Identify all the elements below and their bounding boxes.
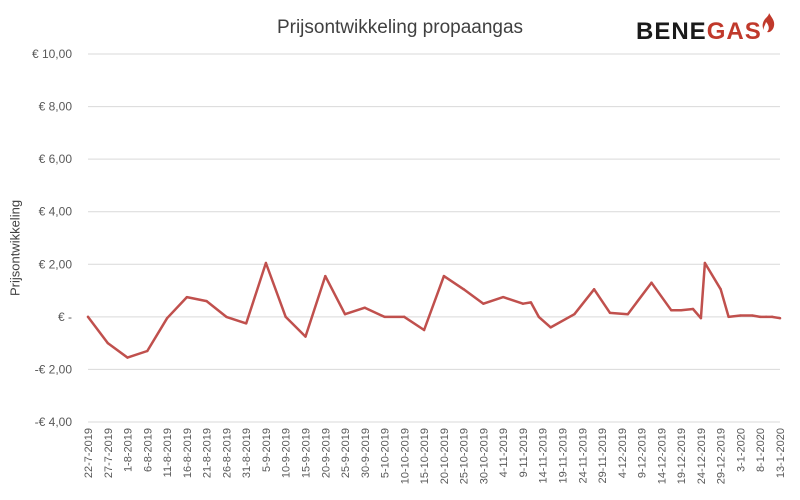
- x-tick-label: 27-7-2019: [103, 428, 115, 478]
- benegas-logo: BENEGAS: [636, 13, 774, 46]
- y-tick-label: -€ 2,00: [35, 362, 73, 376]
- data-point: [529, 301, 533, 304]
- data-point: [650, 281, 653, 284]
- x-tick-label: 15-10-2019: [419, 428, 431, 484]
- x-tick-label: 4-11-2019: [498, 428, 510, 477]
- data-point: [126, 356, 129, 359]
- x-tick-label: 9-12-2019: [637, 428, 649, 478]
- x-tick-label: 8-1-2020: [755, 428, 767, 472]
- data-point: [691, 307, 695, 311]
- x-tick-label: 14-11-2019: [538, 428, 550, 483]
- y-tick-label: € 6,00: [39, 152, 73, 166]
- x-tick-label: 10-9-2019: [281, 428, 293, 478]
- data-point: [442, 274, 446, 278]
- data-point: [106, 341, 109, 345]
- data-point: [363, 306, 366, 309]
- x-tick-label: 24-11-2019: [577, 428, 589, 483]
- data-point: [205, 299, 208, 303]
- data-point: [284, 315, 287, 319]
- data-point: [304, 335, 307, 338]
- x-tick-label: 29-11-2019: [597, 428, 609, 483]
- data-point: [739, 314, 742, 317]
- x-tick-label: 16-8-2019: [182, 428, 194, 478]
- x-tick-label: 26-8-2019: [221, 428, 233, 478]
- x-tick-label: 9-11-2019: [518, 428, 530, 477]
- x-tick-label: 1-8-2019: [123, 428, 135, 472]
- data-point: [751, 314, 754, 317]
- y-tick-label: -€ 4,00: [35, 415, 73, 429]
- y-tick-label: € 4,00: [39, 205, 73, 219]
- data-point: [537, 315, 540, 319]
- data-point: [165, 316, 169, 320]
- data-point: [383, 315, 386, 319]
- logo-text-gas: GAS: [706, 18, 762, 45]
- x-tick-label: 4-12-2019: [617, 428, 629, 478]
- y-axis-label-wrap: Prijsontwikkeling: [0, 200, 30, 296]
- x-tick-label: 15-9-2019: [300, 428, 312, 478]
- x-tick-label: 22-7-2019: [83, 428, 95, 478]
- data-point: [719, 288, 722, 291]
- x-tick-label: 5-10-2019: [380, 428, 392, 478]
- x-tick-label: 19-12-2019: [676, 428, 688, 484]
- x-tick-label: 30-9-2019: [360, 428, 372, 478]
- logo-text-bene: BENE: [636, 18, 707, 45]
- x-tick-label: 13-1-2020: [775, 428, 787, 478]
- y-axis-label: Prijsontwikkeling: [7, 199, 23, 297]
- data-point: [759, 315, 762, 319]
- series-line: [86, 261, 782, 359]
- x-tick-label: 10-10-2019: [399, 428, 411, 484]
- x-tick-label: 14-12-2019: [656, 428, 668, 484]
- data-point: [699, 316, 703, 320]
- data-point: [482, 302, 485, 305]
- data-point: [770, 315, 774, 319]
- chart-title: Prijsontwikkeling propaangas: [276, 17, 524, 38]
- x-tick-label: 19-11-2019: [558, 428, 570, 483]
- data-point: [703, 261, 707, 265]
- data-point: [86, 315, 90, 319]
- data-point: [502, 295, 505, 299]
- x-tick-label: 31-8-2019: [241, 428, 253, 478]
- x-tick-label: 24-12-2019: [696, 428, 708, 484]
- x-tick-label: 25-9-2019: [340, 428, 352, 478]
- data-point: [573, 313, 576, 316]
- data-point: [324, 274, 327, 278]
- data-point: [549, 326, 552, 329]
- data-point: [225, 315, 228, 319]
- data-point: [608, 311, 612, 315]
- x-tick-label: 20-10-2019: [439, 428, 451, 484]
- data-point: [679, 309, 683, 312]
- x-tick-label: 20-9-2019: [320, 428, 332, 478]
- x-tick-label: 25-10-2019: [459, 428, 471, 484]
- data-point: [626, 313, 629, 316]
- data-point: [778, 316, 782, 320]
- data-point: [670, 309, 673, 312]
- data-point: [521, 302, 525, 305]
- data-point: [727, 315, 730, 319]
- data-point: [462, 288, 465, 291]
- y-tick-label: € 10,00: [32, 47, 72, 61]
- x-tick-label: 5-9-2019: [261, 428, 273, 472]
- x-tick-label: 29-12-2019: [716, 428, 728, 484]
- y-tick-label: € 8,00: [39, 100, 73, 114]
- flame-icon: [762, 13, 774, 33]
- x-tick-label: 30-10-2019: [478, 428, 490, 484]
- x-tick-label: 6-8-2019: [142, 428, 154, 472]
- y-tick-label: € -: [58, 310, 72, 324]
- data-point: [185, 295, 189, 299]
- x-tick-label: 3-1-2020: [735, 428, 747, 472]
- data-point: [244, 322, 248, 325]
- data-point: [422, 328, 426, 332]
- data-point: [146, 349, 149, 353]
- x-tick-label: 11-8-2019: [162, 428, 174, 477]
- data-point: [403, 315, 406, 319]
- data-point: [764, 315, 768, 319]
- data-point: [343, 313, 347, 316]
- x-tick-label: 21-8-2019: [202, 428, 214, 478]
- y-tick-label: € 2,00: [39, 257, 73, 271]
- data-point: [592, 288, 596, 291]
- data-point: [264, 261, 268, 265]
